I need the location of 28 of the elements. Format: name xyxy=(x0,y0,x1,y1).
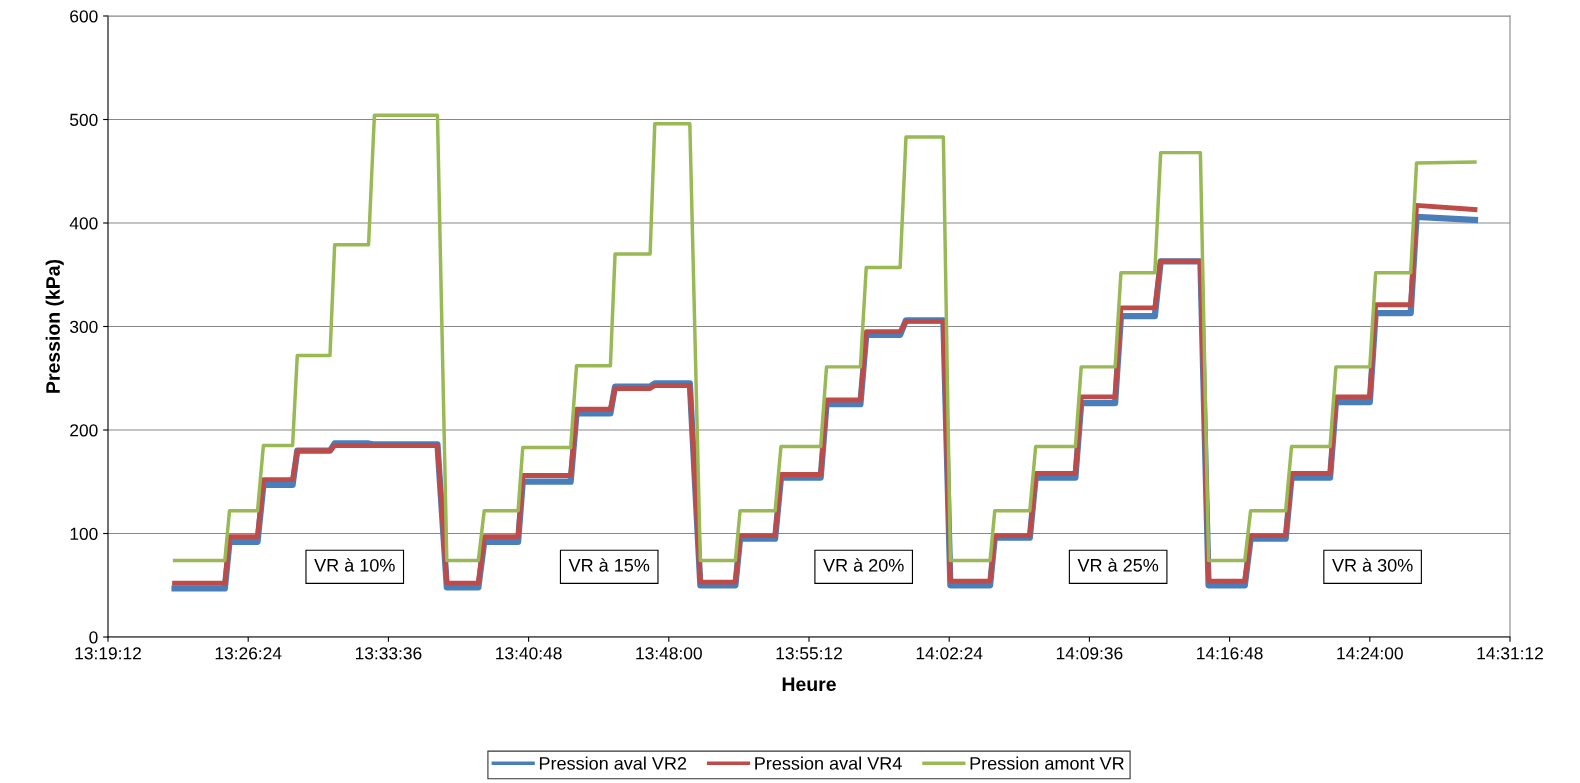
y-tick-label: 100 xyxy=(70,527,98,540)
y-axis-title: Pression (kPa) xyxy=(45,259,64,393)
x-tick-label: 14:02:24 xyxy=(916,647,983,660)
y-tick-label: 300 xyxy=(69,320,98,333)
annotation: VR à 15% xyxy=(568,558,650,572)
y-tick-label: 200 xyxy=(70,424,98,437)
x-tick-label: 13:26:24 xyxy=(215,647,282,660)
x-tick-label: 13:19:12 xyxy=(75,647,141,660)
x-tick-label: 14:09:36 xyxy=(1056,647,1123,660)
y-tick-label: 0 xyxy=(89,631,98,644)
y-tick-label: 500 xyxy=(70,113,98,126)
x-tick-label: 13:55:12 xyxy=(776,647,842,660)
x-axis-title: Heure xyxy=(782,677,836,692)
x-tick-label: 13:48:00 xyxy=(636,647,702,660)
annotation: VR à 25% xyxy=(1077,558,1159,572)
y-tick-label: 400 xyxy=(69,217,98,230)
legend-label: Pression aval VR4 xyxy=(755,756,902,770)
legend-label: Pression aval VR2 xyxy=(539,756,687,770)
legend-label: Pression amont VR xyxy=(970,756,1124,770)
y-tick-label: 600 xyxy=(70,10,98,23)
x-tick-label: 13:40:48 xyxy=(496,647,562,660)
x-tick-label: 13:33:36 xyxy=(355,647,422,660)
annotation: VR à 20% xyxy=(823,558,904,572)
x-tick-label: 14:24:00 xyxy=(1337,647,1403,660)
x-tick-label: 14:16:48 xyxy=(1197,647,1263,660)
x-tick-label: 14:31:12 xyxy=(1477,647,1543,660)
annotation: VR à 30% xyxy=(1332,558,1413,572)
annotation: VR à 10% xyxy=(314,558,395,572)
